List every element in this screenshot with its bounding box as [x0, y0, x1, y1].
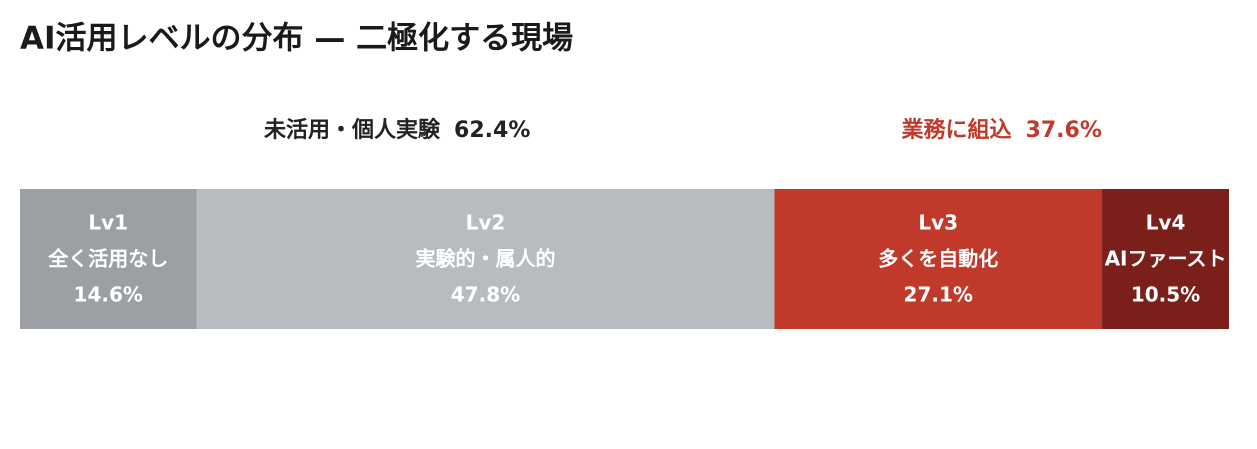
segment-label: 多くを自動化	[878, 247, 998, 271]
group-name: 未活用・個人実験	[264, 117, 441, 143]
segment-label: AIファースト	[1105, 247, 1227, 271]
group-name: 業務に組込	[902, 117, 1012, 143]
segment-level: Lv1	[88, 211, 128, 235]
group-label: 未活用・個人実験 62.4%	[264, 117, 530, 143]
segment-level: Lv4	[1146, 211, 1186, 235]
chart-title: AI活用レベルの分布 — 二極化する現場	[20, 21, 573, 57]
segment-value-label: 47.8%	[451, 283, 520, 307]
bar-segment	[1102, 189, 1229, 329]
bar-area: Lv1 全く活用なし 14.6% Lv2 実験的・属人的 47.8% Lv3 多くを自動化 27…	[20, 189, 1229, 329]
segment-value-label: 14.6%	[74, 283, 143, 307]
segment-level: Lv2	[466, 211, 506, 235]
segment-label: 実験的・属人的	[415, 247, 555, 271]
segment-label: 全く活用なし	[47, 247, 168, 271]
bar-segment	[774, 189, 1103, 329]
segment-value-label: 10.5%	[1131, 283, 1200, 307]
bar-segment	[20, 189, 197, 329]
segment-value-label: 27.1%	[904, 283, 973, 307]
bar-segment	[196, 189, 775, 329]
group-label: 業務に組込 37.6%	[902, 117, 1102, 143]
segment-level: Lv3	[918, 211, 958, 235]
group-value-label: 62.4%	[454, 118, 530, 143]
group-value-label: 37.6%	[1026, 118, 1102, 143]
